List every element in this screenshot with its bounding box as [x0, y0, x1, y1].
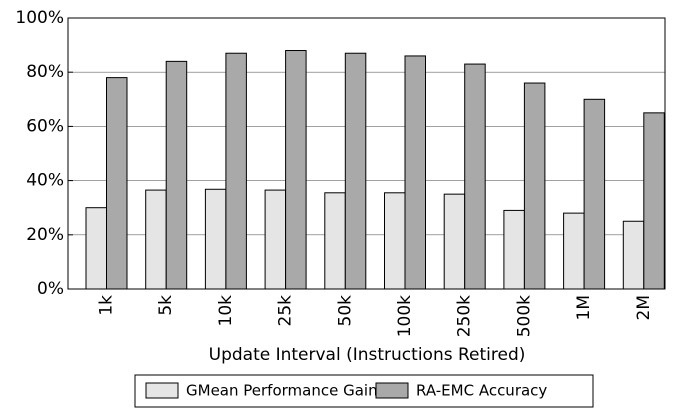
bar [204, 188, 227, 290]
legend-swatch [145, 382, 179, 399]
y-tick-label: 40% [26, 171, 64, 191]
bar [285, 50, 307, 290]
bar [563, 212, 585, 290]
bar [523, 82, 546, 290]
x-tick-label: 10k [216, 295, 236, 327]
x-tick-label: 250k [455, 295, 475, 337]
bar [622, 220, 645, 290]
x-tick-label: 50k [335, 295, 355, 327]
bar [464, 63, 486, 290]
legend-box [134, 374, 594, 408]
x-tick-label: 1k [97, 295, 117, 316]
bar [384, 192, 406, 290]
bar [145, 189, 167, 290]
legend-label: RA-EMC Accuracy [416, 382, 547, 400]
bar [344, 52, 367, 290]
legend-label: GMean Performance Gain [186, 382, 378, 400]
y-tick-label: 80% [26, 62, 64, 82]
bar [106, 77, 128, 290]
x-axis-label: Update Interval (Instructions Retired) [209, 345, 526, 365]
legend-swatch [375, 382, 409, 399]
bar [583, 98, 606, 290]
y-tick-label: 0% [37, 279, 64, 299]
x-tick-label: 2M [634, 295, 654, 320]
bar [264, 189, 287, 290]
x-tick-label: 100k [395, 295, 415, 337]
bar [503, 209, 525, 290]
plot-frame [67, 17, 666, 290]
bar [404, 55, 426, 290]
bar [643, 112, 665, 290]
bar [324, 192, 346, 290]
bar [85, 207, 107, 290]
bar [165, 60, 188, 290]
bar [443, 193, 466, 290]
bar [225, 52, 247, 290]
y-tick-label: 20% [26, 225, 64, 245]
y-tick-label: 100% [15, 8, 64, 28]
x-tick-label: 5k [156, 295, 176, 316]
legend: GMean Performance Gain RA-EMC Accuracy [134, 374, 594, 408]
y-tick-label: 60% [26, 116, 64, 136]
x-tick-label: 25k [276, 295, 296, 327]
x-tick-label: 500k [514, 295, 534, 337]
x-tick-label: 1M [574, 295, 594, 320]
